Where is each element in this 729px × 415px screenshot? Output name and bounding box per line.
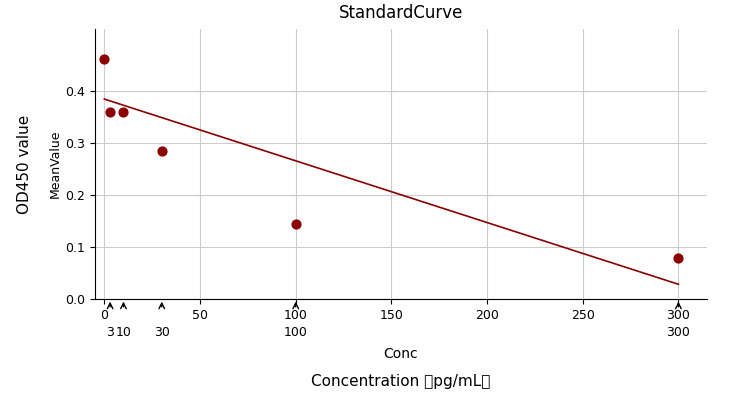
Text: 10: 10 [115,326,131,339]
Point [290,220,302,227]
Point [156,148,168,154]
Title: StandardCurve: StandardCurve [339,4,463,22]
Text: 300: 300 [666,326,690,339]
Point [104,109,116,115]
Point [673,254,685,261]
Text: Conc: Conc [383,347,418,361]
Text: 100: 100 [284,326,308,339]
Text: 30: 30 [154,326,170,339]
Text: MeanValue: MeanValue [48,129,61,198]
Text: OD450 value: OD450 value [17,114,32,214]
Point [98,56,110,62]
Point [117,109,129,115]
Text: Concentration （pg/mL）: Concentration （pg/mL） [311,374,491,389]
Text: 3: 3 [106,326,114,339]
